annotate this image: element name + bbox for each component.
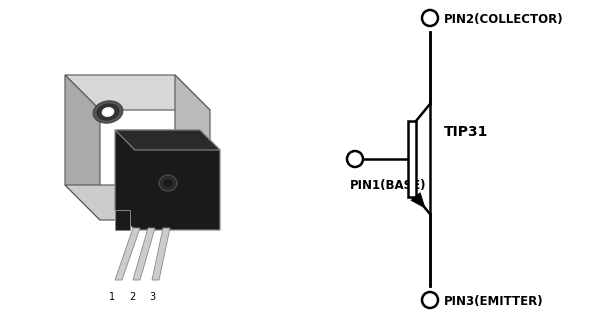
Text: PIN2(COLLECTOR): PIN2(COLLECTOR) <box>444 13 563 26</box>
Polygon shape <box>411 193 425 208</box>
Polygon shape <box>152 228 170 280</box>
Circle shape <box>347 151 363 167</box>
Polygon shape <box>65 185 210 220</box>
Bar <box>408 121 416 197</box>
Polygon shape <box>65 75 210 110</box>
Ellipse shape <box>163 178 173 188</box>
Polygon shape <box>133 228 155 280</box>
Ellipse shape <box>159 175 177 191</box>
Ellipse shape <box>102 107 114 117</box>
Circle shape <box>422 292 438 308</box>
Ellipse shape <box>97 104 119 120</box>
Polygon shape <box>175 75 210 220</box>
Text: PIN1(BASE): PIN1(BASE) <box>350 179 427 192</box>
Polygon shape <box>115 130 220 230</box>
Polygon shape <box>115 210 130 230</box>
Ellipse shape <box>93 101 123 123</box>
Text: PIN3(EMITTER): PIN3(EMITTER) <box>444 295 544 308</box>
Text: 2: 2 <box>129 292 135 302</box>
Polygon shape <box>65 75 100 220</box>
Polygon shape <box>115 130 220 150</box>
Circle shape <box>422 10 438 26</box>
Polygon shape <box>115 228 140 280</box>
Text: 3: 3 <box>149 292 155 302</box>
Text: 1: 1 <box>109 292 115 302</box>
Text: TIP31: TIP31 <box>444 125 488 139</box>
